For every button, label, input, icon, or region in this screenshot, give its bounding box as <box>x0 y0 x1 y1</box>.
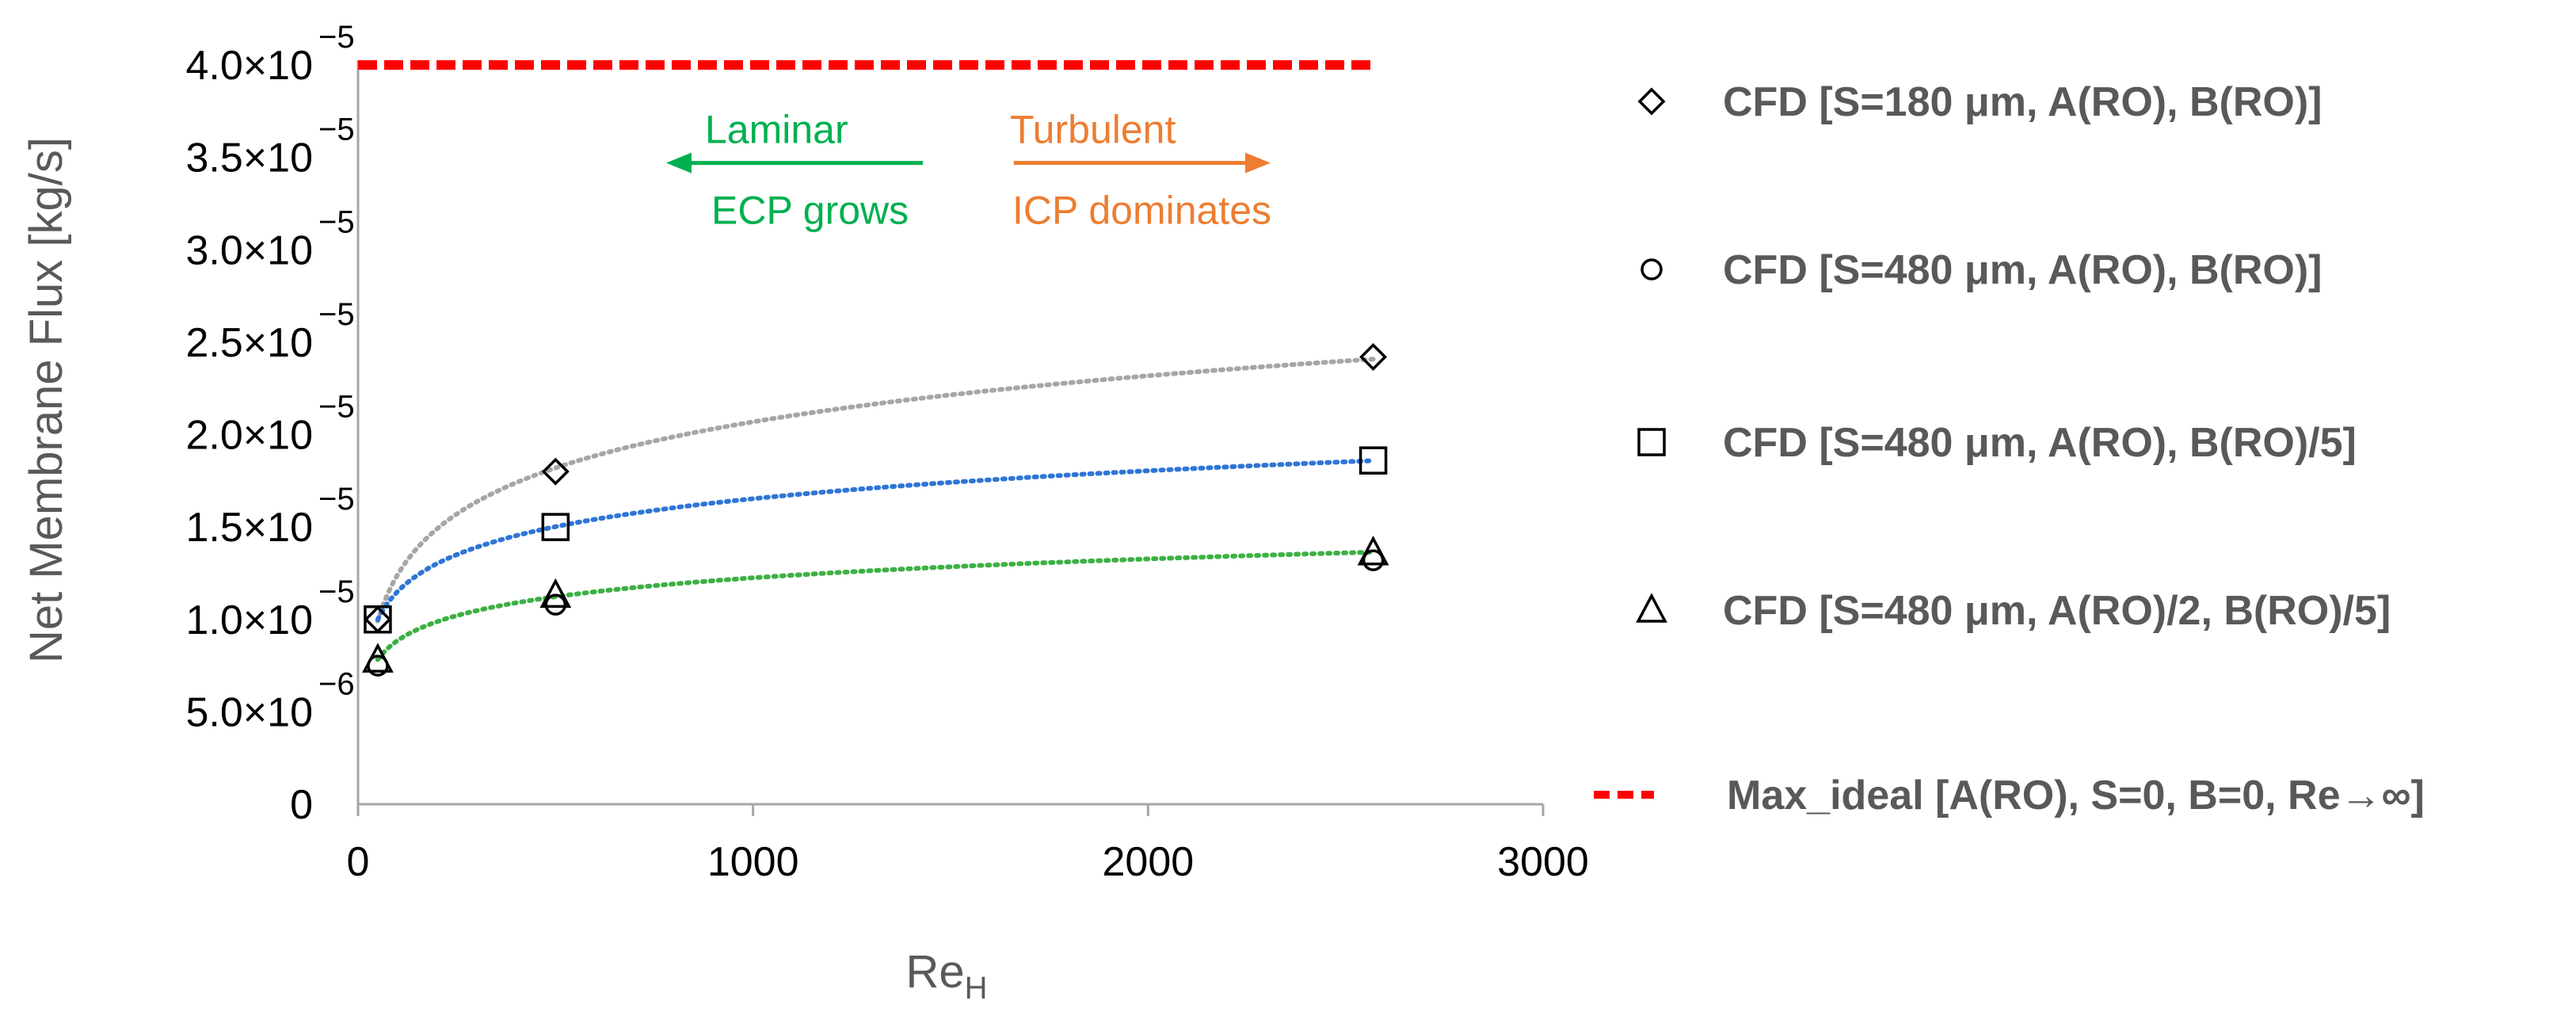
legend-marker-square <box>1637 428 1666 456</box>
y-tick-label: 2.5×10 <box>186 320 314 366</box>
x-axis-label-main: Re <box>905 946 964 998</box>
x-axis-label-subscript: H <box>965 971 988 1005</box>
data-point-circle <box>544 593 567 616</box>
data-point-diamond <box>541 457 570 486</box>
data-point-square <box>1358 446 1388 475</box>
data-point-triangle <box>1357 536 1389 566</box>
y-tick-exponent: −5 <box>318 390 355 425</box>
x-tick-label: 1000 <box>707 839 799 885</box>
legend-marker-diamond <box>1637 87 1666 116</box>
x-axis-label: ReH <box>905 946 987 1005</box>
y-tick-label: 3.5×10 <box>186 135 314 181</box>
data-series <box>358 60 1389 677</box>
y-axis-label: Net Membrane Flux [kg/s] <box>21 137 72 663</box>
y-tick-label: 2.0×10 <box>186 413 314 459</box>
annotations: Laminar ECP grows Turbulent ICP dominates <box>665 108 1271 233</box>
y-tick-label: 1.0×10 <box>186 597 314 643</box>
y-tick-label: 4.0×10 <box>186 43 314 89</box>
data-point-diamond <box>1359 343 1388 372</box>
data-point-triangle <box>362 643 394 673</box>
y-tick-label: 0 <box>290 782 313 828</box>
legend-label: Max_ideal [A(RO), S=0, B=0, Re→∞] <box>1727 773 2425 818</box>
y-tick-exponent: −6 <box>318 666 355 701</box>
y-tick-exponent: −5 <box>318 574 355 609</box>
laminar-sublabel: ECP grows <box>711 189 909 233</box>
y-tick-exponent: −5 <box>318 113 355 147</box>
data-point-square <box>364 605 392 634</box>
trendline <box>375 357 1376 624</box>
legend-label: CFD [S=480 μm, A(RO), B(RO)] <box>1723 247 2323 293</box>
axes <box>356 60 1545 816</box>
y-tick-exponent: −5 <box>318 482 355 517</box>
legend-label: CFD [S=480 μm, A(RO)/2, B(RO)/5] <box>1723 588 2391 634</box>
tick-labels: 0 1000 2000 300005.0×10−61.0×10−51.5×10−52.… <box>186 20 1589 885</box>
data-point-square <box>541 513 570 541</box>
y-tick-label: 1.5×10 <box>186 505 314 551</box>
legend-label: CFD [S=180 μm, A(RO), B(RO)] <box>1723 79 2323 125</box>
turbulent-sublabel: ICP dominates <box>1012 189 1271 233</box>
trendline <box>375 458 1376 622</box>
legend-label: CFD [S=480 μm, A(RO), B(RO)/5] <box>1723 420 2357 466</box>
y-tick-label: 5.0×10 <box>186 689 314 735</box>
x-tick-label: 3000 <box>1497 839 1589 885</box>
laminar-arrow-head <box>665 152 692 174</box>
legend-marker-triangle <box>1636 593 1667 623</box>
legend-marker-circle <box>1640 258 1663 280</box>
x-tick-label: 2000 <box>1102 839 1194 885</box>
laminar-label: Laminar <box>705 108 848 152</box>
trendline <box>375 549 1376 662</box>
turbulent-label: Turbulent <box>1010 108 1176 152</box>
y-tick-exponent: −5 <box>318 297 355 332</box>
y-tick-label: 3.0×10 <box>186 227 314 273</box>
trendlines <box>375 357 1376 662</box>
data-point-triangle <box>539 578 572 609</box>
y-tick-exponent: −5 <box>318 20 355 55</box>
legend: CFD [S=180 μm, A(RO), B(RO)] CFD [S=480 μ… <box>1594 79 2425 818</box>
y-tick-exponent: −5 <box>318 204 355 239</box>
x-tick-label: 0 <box>347 839 370 885</box>
turbulent-arrow-head <box>1244 152 1271 174</box>
data-point-circle <box>1362 549 1385 571</box>
